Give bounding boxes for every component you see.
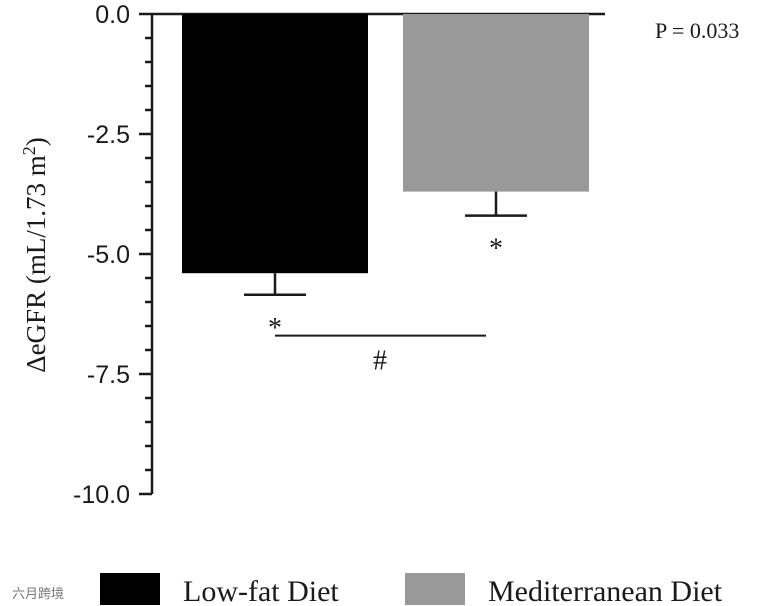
legend: Low-fat Diet Mediterranean Diet [100,573,723,606]
between-group-marker: # [373,346,387,377]
legend-label-mediterranean: Mediterranean Diet [488,575,723,606]
bars: ** [182,14,589,344]
p-value-annotation: P = 0.033 [655,18,739,43]
y-axis-ticks: 0.0 -2.5 -5.0 -7.5 -10.0 [73,1,152,509]
y-tick-label: -7.5 [87,361,130,389]
within-group-marker-mediterranean: * [489,234,503,265]
legend-swatch-low-fat [100,573,160,605]
y-tick-label: -10.0 [73,481,130,509]
y-tick-label: -2.5 [87,121,130,149]
y-tick-label: -5.0 [87,241,130,269]
y-axis-title: ΔeGFR (mL/1.73 m2) [19,137,51,373]
legend-label-low-fat: Low-fat Diet [183,575,339,606]
bar-mediterranean [403,14,589,192]
watermark: 六月跨境 [12,587,64,602]
legend-swatch-mediterranean [405,573,465,605]
within-group-marker-low-fat: * [268,313,282,344]
bar-low-fat [182,14,368,274]
y-tick-label: 0.0 [95,1,130,29]
